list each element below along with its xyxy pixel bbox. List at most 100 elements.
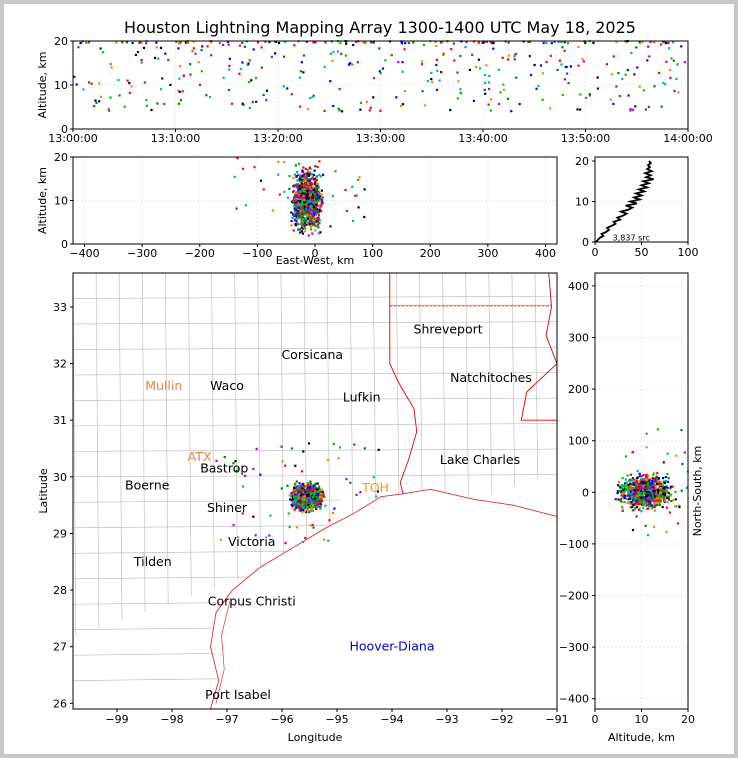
map-source — [305, 492, 309, 496]
ns-source — [623, 492, 626, 495]
time-alt-source — [286, 87, 289, 90]
county-line — [73, 295, 557, 299]
ew-source — [315, 224, 318, 228]
time-alt-source — [189, 63, 192, 66]
ns-source — [665, 506, 669, 509]
ew-source — [314, 210, 317, 213]
ns-y-tick-label: −300 — [559, 641, 589, 654]
time-alt-source — [345, 42, 348, 45]
ns-source — [631, 489, 634, 492]
ns-source — [623, 501, 626, 504]
time-alt-source — [134, 53, 138, 57]
ns-source — [659, 480, 662, 483]
ew-source — [316, 220, 320, 223]
time-alt-source — [513, 58, 516, 61]
map-source — [315, 496, 318, 499]
map-source — [299, 489, 302, 492]
county-line — [118, 273, 123, 620]
time-alt-source — [298, 76, 302, 79]
ns-source — [616, 490, 619, 493]
ns-source — [662, 484, 665, 487]
county-line — [442, 273, 446, 510]
ew-source — [317, 187, 320, 190]
map-source — [310, 509, 313, 512]
ew-source — [292, 198, 296, 201]
time-alt-source — [683, 61, 686, 64]
ns-source — [666, 500, 669, 504]
time-alt-source — [453, 59, 456, 62]
ns-source — [641, 494, 644, 497]
time-alt-source — [395, 96, 398, 99]
ew-source — [315, 190, 318, 193]
ns-source — [659, 491, 662, 494]
ew-source — [303, 213, 306, 216]
time-alt-source — [498, 102, 501, 106]
ew-source — [304, 176, 307, 179]
time-alt-source — [142, 46, 146, 50]
ew-source — [291, 190, 295, 194]
map-source — [316, 490, 319, 493]
map-source — [313, 492, 316, 495]
city-label: Boerne — [125, 477, 170, 492]
ns-source — [669, 487, 672, 490]
ew-source — [293, 218, 296, 221]
ew-source — [316, 223, 319, 226]
ew-source — [304, 167, 307, 170]
time-alt-source — [457, 80, 460, 83]
map-source — [299, 496, 302, 499]
map-source — [237, 467, 240, 470]
time-alt-source — [567, 81, 570, 85]
map-y-tick-label: 29 — [53, 527, 67, 540]
ns-source — [669, 485, 673, 488]
time-alt-source — [378, 47, 381, 50]
ns-source — [685, 486, 688, 489]
ew-source — [244, 204, 247, 207]
map-source — [289, 498, 292, 501]
city-label: ATX — [188, 449, 212, 464]
ns-y-tick-label: −200 — [559, 589, 589, 602]
ew-source — [299, 190, 302, 193]
ew-source — [317, 214, 321, 217]
time-alt-source — [227, 88, 231, 92]
city-label: Natchitoches — [450, 370, 532, 385]
ew-source — [312, 222, 316, 225]
ew-source — [283, 161, 286, 164]
ew-source — [305, 190, 308, 193]
ns-source — [653, 495, 657, 498]
time-alt-source — [487, 87, 491, 91]
time-alt-source — [167, 59, 170, 62]
time-alt-source — [107, 107, 110, 111]
time-altitude-panel: 13:00:00 13:10:00 13:20:00 13:30:00 13:40:00… — [36, 35, 713, 145]
time-alt-source — [191, 50, 194, 53]
time-alt-source — [626, 68, 629, 72]
ns-source — [640, 489, 643, 493]
time-alt-source — [85, 41, 88, 45]
ns-source — [621, 505, 624, 508]
time-alt-source — [542, 41, 545, 45]
time-alt-source — [109, 62, 112, 66]
time-alt-source — [255, 100, 258, 103]
time-alt-source — [118, 94, 121, 97]
county-line — [234, 273, 238, 581]
ew-source — [296, 216, 300, 219]
ns-source — [651, 477, 655, 480]
map-source — [298, 507, 301, 510]
map-source — [292, 490, 295, 493]
map-source — [292, 499, 295, 502]
ns-source — [626, 484, 629, 487]
time-alt-source — [205, 94, 208, 97]
map-source — [320, 488, 323, 491]
ns-source — [646, 490, 649, 493]
ew-source — [345, 209, 348, 213]
map-source — [332, 512, 335, 515]
time-x-tick-label: 13:10:00 — [151, 132, 200, 145]
hist-x-tick-label: 100 — [678, 246, 699, 259]
time-alt-source — [264, 40, 267, 43]
ew-source — [306, 189, 309, 193]
map-source — [309, 500, 312, 503]
ns-source — [638, 498, 642, 501]
map-x-tick-label: −96 — [270, 713, 293, 726]
ew-source — [312, 173, 316, 177]
ns-source — [658, 499, 661, 502]
map-source — [353, 443, 356, 446]
